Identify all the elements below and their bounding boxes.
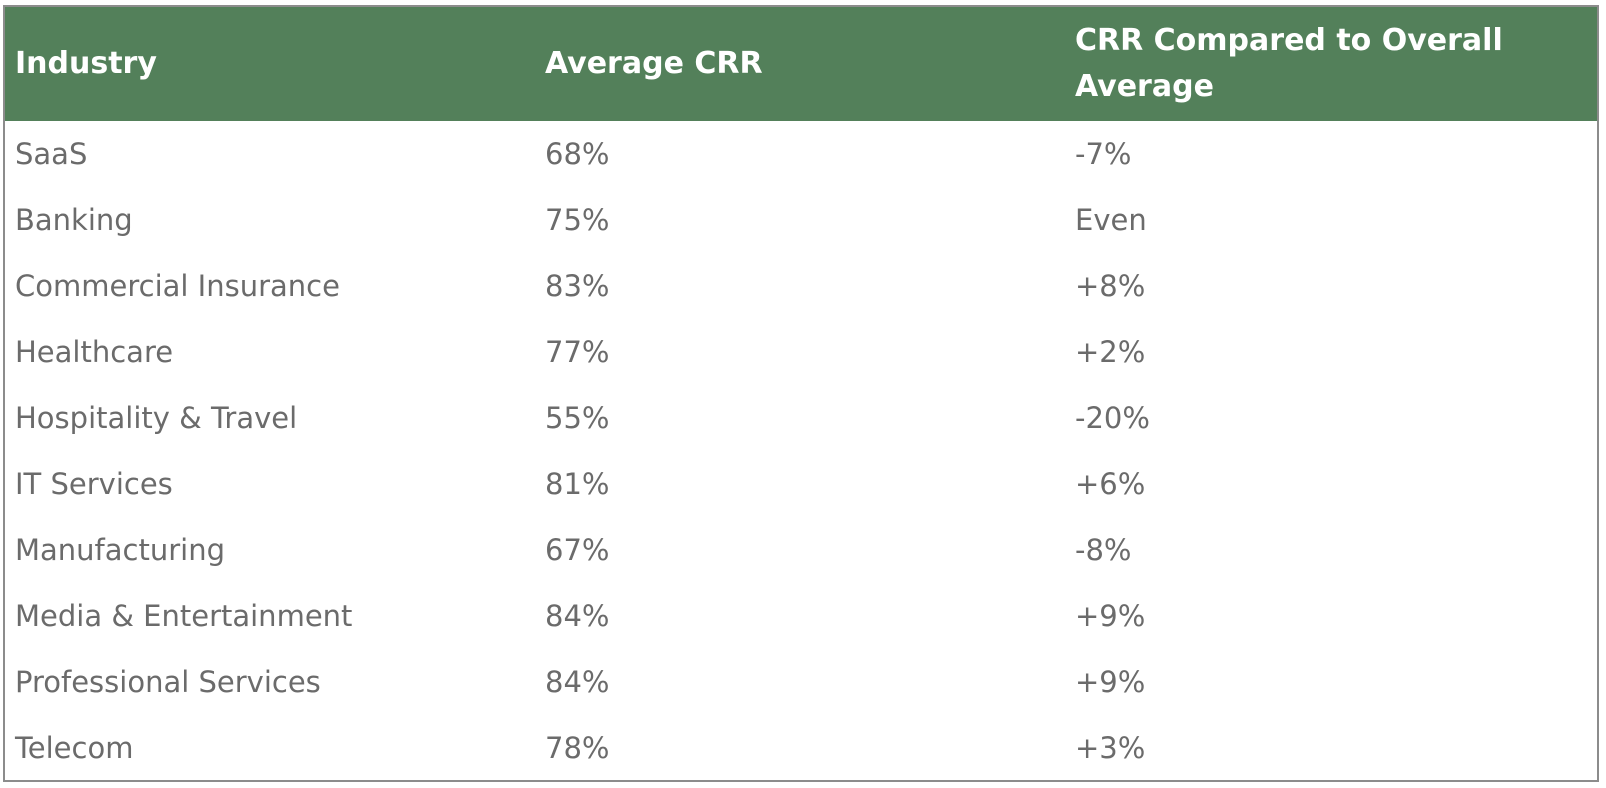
crr-compared-cell: +9% [1075,599,1146,633]
table-row: Media & Entertainment 84% +9% [5,583,1597,649]
crr-compared-cell: +6% [1075,467,1146,501]
average-crr-cell: 77% [545,335,610,369]
industry-cell: Manufacturing [15,533,225,567]
table-row: Manufacturing 67% -8% [5,517,1597,583]
table-row: Healthcare 77% +2% [5,319,1597,385]
table-row: Banking 75% Even [5,187,1597,253]
industry-cell: Healthcare [15,335,174,369]
average-crr-cell: 84% [545,665,610,699]
industry-cell: Hospitality & Travel [15,401,298,435]
industry-cell: IT Services [15,467,173,501]
industry-cell: Professional Services [15,665,321,699]
column-header-average-crr: Average CRR [545,46,763,81]
crr-compared-cell: Even [1075,203,1147,237]
table-body: SaaS 68% -7% Banking 75% Even Commercial… [5,121,1597,781]
crr-compared-cell: -7% [1075,137,1132,171]
table-row: Professional Services 84% +9% [5,649,1597,715]
crr-compared-cell: +2% [1075,335,1146,369]
average-crr-cell: 75% [545,203,610,237]
industry-cell: Banking [15,203,133,237]
industry-cell: Telecom [15,731,134,765]
table-row: IT Services 81% +6% [5,451,1597,517]
average-crr-cell: 81% [545,467,610,501]
crr-table: Industry Average CRR CRR Compared to Ove… [5,7,1597,781]
crr-compared-cell: +3% [1075,731,1146,765]
crr-compared-cell: +9% [1075,665,1146,699]
column-header-crr-compared: CRR Compared to Overall Average [1075,23,1503,104]
average-crr-cell: 55% [545,401,610,435]
table-row: SaaS 68% -7% [5,121,1597,187]
table-row: Commercial Insurance 83% +8% [5,253,1597,319]
crr-table-frame: Industry Average CRR CRR Compared to Ove… [3,5,1599,782]
table-row: Telecom 78% +3% [5,715,1597,781]
crr-compared-cell: -20% [1075,401,1150,435]
industry-cell: Media & Entertainment [15,599,353,633]
header-row: Industry Average CRR CRR Compared to Ove… [5,7,1597,121]
industry-cell: Commercial Insurance [15,269,340,303]
average-crr-cell: 84% [545,599,610,633]
table-header: Industry Average CRR CRR Compared to Ove… [5,7,1597,121]
table-row: Hospitality & Travel 55% -20% [5,385,1597,451]
industry-cell: SaaS [15,137,88,171]
crr-compared-cell: -8% [1075,533,1132,567]
average-crr-cell: 83% [545,269,610,303]
column-header-industry: Industry [15,46,157,81]
average-crr-cell: 68% [545,137,610,171]
average-crr-cell: 78% [545,731,610,765]
average-crr-cell: 67% [545,533,610,567]
crr-compared-cell: +8% [1075,269,1146,303]
